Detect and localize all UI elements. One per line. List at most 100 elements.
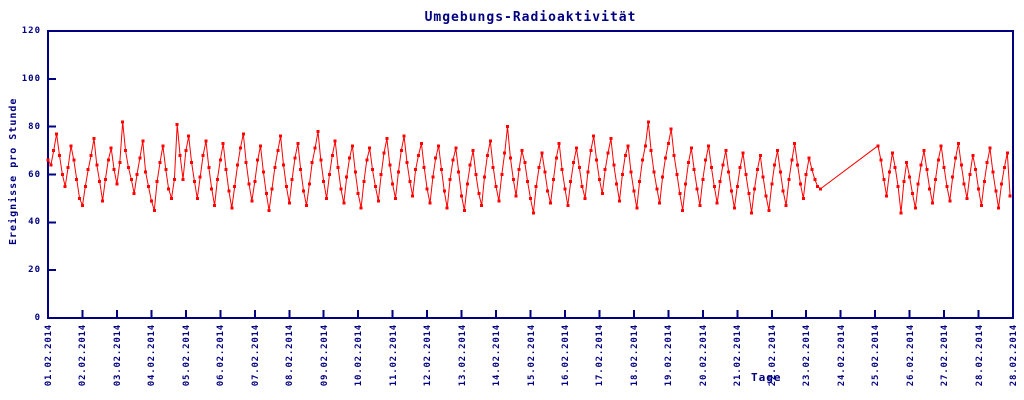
- data-point-marker: [118, 161, 122, 164]
- data-point-marker: [612, 163, 616, 167]
- data-point-marker: [899, 211, 903, 215]
- data-point-marker: [755, 168, 759, 172]
- data-point-marker: [224, 168, 228, 172]
- data-point-marker: [790, 158, 794, 162]
- data-point-marker: [371, 168, 374, 172]
- data-point-marker: [296, 141, 300, 145]
- data-point-marker: [695, 187, 699, 191]
- data-point-marker: [144, 170, 148, 174]
- data-point-marker: [428, 201, 432, 205]
- data-point-marker: [675, 173, 679, 176]
- data-point-marker: [543, 170, 547, 174]
- data-point-marker: [905, 161, 909, 164]
- data-point-marker: [770, 182, 774, 186]
- data-point-marker: [376, 199, 380, 203]
- data-point-marker: [101, 199, 105, 203]
- data-point-marker: [537, 165, 541, 169]
- x-tick-label: 20.02.2014: [698, 324, 709, 387]
- data-point-marker: [313, 146, 317, 150]
- data-point-marker: [350, 144, 354, 148]
- data-point-marker: [655, 187, 659, 191]
- data-point-marker: [302, 189, 306, 193]
- data-point-marker: [626, 144, 630, 148]
- data-point-marker: [603, 168, 607, 172]
- data-point-marker: [557, 141, 561, 145]
- y-tick-label: 60: [28, 169, 41, 180]
- data-point-marker: [767, 208, 771, 212]
- data-point-marker: [66, 165, 70, 169]
- data-point-marker: [181, 177, 185, 181]
- data-point-marker: [270, 187, 274, 191]
- x-tick-label: 23.02.2014: [802, 324, 813, 387]
- data-point-marker: [623, 153, 627, 157]
- data-point-marker: [609, 137, 613, 141]
- data-point-marker: [109, 146, 113, 150]
- data-point-marker: [658, 201, 662, 205]
- data-point-marker: [1008, 194, 1012, 198]
- data-point-marker: [879, 158, 883, 162]
- data-point-marker: [261, 170, 265, 174]
- data-point-marker: [480, 204, 484, 208]
- data-point-marker: [284, 185, 288, 188]
- data-point-marker: [615, 182, 619, 186]
- data-point-marker: [592, 134, 596, 138]
- data-point-marker: [629, 170, 633, 174]
- data-point-marker: [454, 146, 458, 150]
- data-point-marker: [227, 189, 231, 193]
- data-point-marker: [652, 170, 656, 174]
- data-point-marker: [784, 204, 788, 208]
- data-point-marker: [468, 163, 472, 167]
- data-point-marker: [362, 180, 366, 184]
- x-tick-label: 07.02.2014: [250, 324, 261, 387]
- data-point-marker: [732, 206, 736, 210]
- data-point-marker: [646, 120, 650, 124]
- data-point-marker: [540, 151, 544, 155]
- data-point-marker: [600, 192, 604, 196]
- data-point-marker: [965, 196, 969, 200]
- data-point-marker: [399, 149, 403, 153]
- data-point-marker: [215, 177, 219, 181]
- data-point-marker: [747, 192, 751, 196]
- data-point-marker: [210, 187, 214, 191]
- data-point-marker: [632, 189, 636, 193]
- data-point-marker: [606, 151, 610, 155]
- data-point-marker: [922, 149, 926, 153]
- data-point-marker: [931, 201, 935, 205]
- data-point-marker: [342, 201, 346, 205]
- data-point-marker: [307, 182, 311, 186]
- data-point-marker: [49, 163, 53, 167]
- data-point-marker: [503, 151, 507, 155]
- data-point-marker: [290, 177, 294, 181]
- data-point-marker: [83, 185, 87, 188]
- data-point-marker: [994, 189, 998, 193]
- data-point-marker: [684, 182, 688, 186]
- data-point-marker: [526, 180, 530, 184]
- data-point-marker: [460, 194, 464, 198]
- data-point-marker: [115, 182, 119, 186]
- y-tick-label: 80: [28, 121, 41, 132]
- data-point-marker: [523, 161, 527, 164]
- data-point-marker: [213, 204, 217, 208]
- data-point-marker: [730, 189, 733, 193]
- data-point-marker: [63, 185, 67, 188]
- data-point-marker: [112, 168, 116, 172]
- data-point-marker: [764, 194, 768, 198]
- x-tick-label: 10.02.2014: [354, 324, 365, 387]
- data-point-marker: [293, 156, 297, 160]
- data-point-marker: [319, 158, 323, 162]
- data-point-marker: [692, 168, 696, 172]
- data-point-marker: [204, 139, 208, 143]
- data-point-marker: [554, 156, 558, 160]
- y-tick-label: 120: [21, 26, 41, 36]
- data-point-marker: [497, 199, 501, 203]
- data-point-marker: [218, 158, 222, 162]
- data-point-marker: [474, 173, 478, 176]
- data-point-marker: [353, 170, 357, 174]
- data-point-marker: [494, 185, 498, 188]
- data-point-marker: [46, 158, 50, 162]
- data-point-marker: [959, 163, 963, 167]
- data-point-marker: [589, 149, 593, 153]
- data-point-marker: [819, 187, 823, 191]
- data-point-marker: [971, 153, 975, 157]
- data-point-marker: [483, 175, 486, 179]
